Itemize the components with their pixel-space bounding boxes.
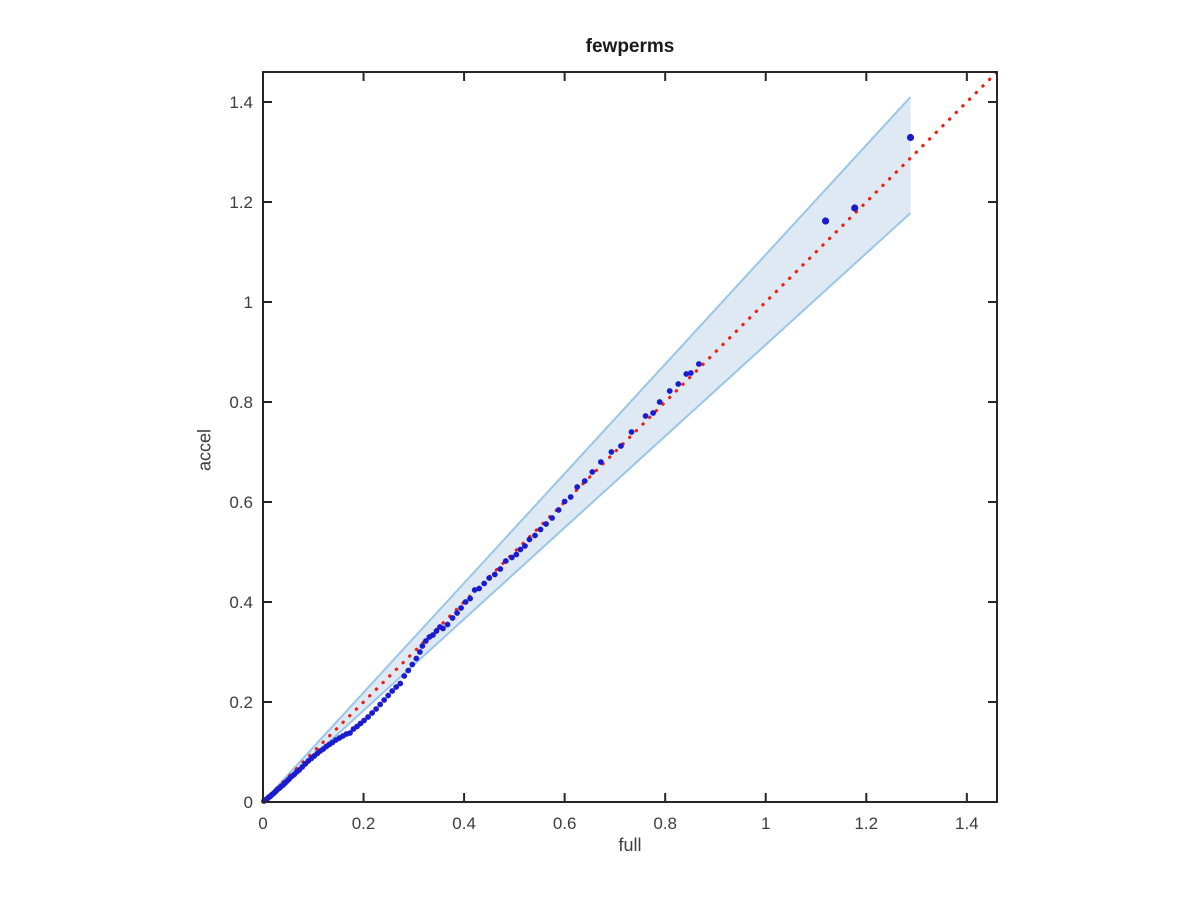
- data-point: [851, 204, 859, 212]
- data-point: [458, 605, 464, 611]
- data-point: [373, 706, 380, 712]
- x-tick-label: 1.4: [955, 814, 979, 833]
- data-point: [543, 521, 549, 527]
- data-point: [422, 638, 429, 644]
- confidence-band-lower-edge: [262, 212, 912, 803]
- data-point: [440, 625, 446, 632]
- data-point: [419, 643, 426, 649]
- data-point: [405, 667, 412, 674]
- data-point: [430, 632, 436, 638]
- data-point: [471, 587, 478, 593]
- data-point: [522, 543, 528, 549]
- x-tick-label: 0: [258, 814, 267, 833]
- data-point: [497, 566, 504, 572]
- data-point: [365, 714, 371, 720]
- data-point: [597, 459, 604, 465]
- x-tick-label: 0.4: [452, 814, 476, 833]
- data-point: [642, 413, 649, 419]
- x-tick-label: 1: [761, 814, 770, 833]
- data-point: [695, 361, 702, 367]
- y-tick-label: 0: [244, 793, 253, 812]
- data-point: [526, 536, 533, 543]
- data-point: [454, 610, 460, 616]
- x-tick-label: 0.8: [653, 814, 677, 833]
- data-point: [401, 673, 408, 679]
- y-tick-label: 0.8: [229, 393, 253, 412]
- y-tick-label: 1.4: [229, 93, 253, 112]
- data-point: [385, 692, 392, 699]
- data-point: [486, 575, 493, 581]
- data-point: [561, 498, 568, 505]
- data-point: [650, 410, 657, 416]
- data-point: [589, 469, 596, 475]
- data-point: [549, 515, 555, 521]
- data-point: [537, 526, 544, 533]
- data-point: [393, 684, 400, 690]
- data-point: [416, 649, 423, 655]
- data-point: [381, 697, 388, 703]
- data-point: [476, 585, 483, 592]
- data-point: [409, 661, 416, 668]
- data-point: [821, 217, 830, 225]
- data-point: [449, 615, 456, 621]
- x-tick-label: 0.2: [352, 814, 376, 833]
- data-point: [369, 710, 375, 716]
- data-point: [906, 133, 915, 142]
- data-point: [581, 478, 588, 484]
- x-tick-label: 1.2: [854, 814, 878, 833]
- data-point: [389, 688, 396, 694]
- data-point: [462, 599, 469, 605]
- data-point: [608, 449, 615, 455]
- data-point: [397, 680, 404, 687]
- data-point: [618, 443, 624, 449]
- y-tick-label: 0.2: [229, 693, 253, 712]
- y-tick-label: 0.4: [229, 593, 253, 612]
- plot-title: fewperms: [585, 36, 675, 57]
- data-point: [502, 558, 509, 564]
- data-point: [687, 370, 694, 376]
- data-point: [656, 399, 663, 405]
- data-point: [675, 381, 682, 387]
- data-point: [361, 717, 367, 724]
- data-point: [444, 621, 451, 628]
- data-point: [377, 701, 384, 708]
- identity-reference-line: [261, 70, 999, 804]
- x-axis-label: full: [618, 835, 642, 855]
- data-point: [683, 371, 690, 377]
- data-point: [481, 580, 488, 587]
- data-point: [555, 507, 562, 513]
- confidence-band-upper-edge: [262, 96, 912, 803]
- data-point: [433, 628, 440, 634]
- data-point: [567, 494, 574, 500]
- data-point: [574, 484, 581, 490]
- y-tick-label: 0.6: [229, 493, 253, 512]
- axes-frame: [262, 71, 998, 803]
- data-point: [513, 551, 520, 558]
- data-point: [347, 730, 353, 736]
- data-point: [508, 554, 515, 561]
- data-point: [413, 655, 420, 662]
- data-point: [491, 571, 498, 578]
- data-point: [666, 388, 673, 394]
- data-point: [628, 429, 635, 435]
- data-point: [532, 532, 538, 539]
- y-axis-label: accel: [194, 428, 215, 472]
- data-point: [517, 546, 524, 553]
- y-tick-label: 1: [244, 293, 253, 312]
- x-tick-label: 0.6: [553, 814, 577, 833]
- y-tick-label: 1.2: [229, 193, 253, 212]
- data-point: [467, 595, 474, 602]
